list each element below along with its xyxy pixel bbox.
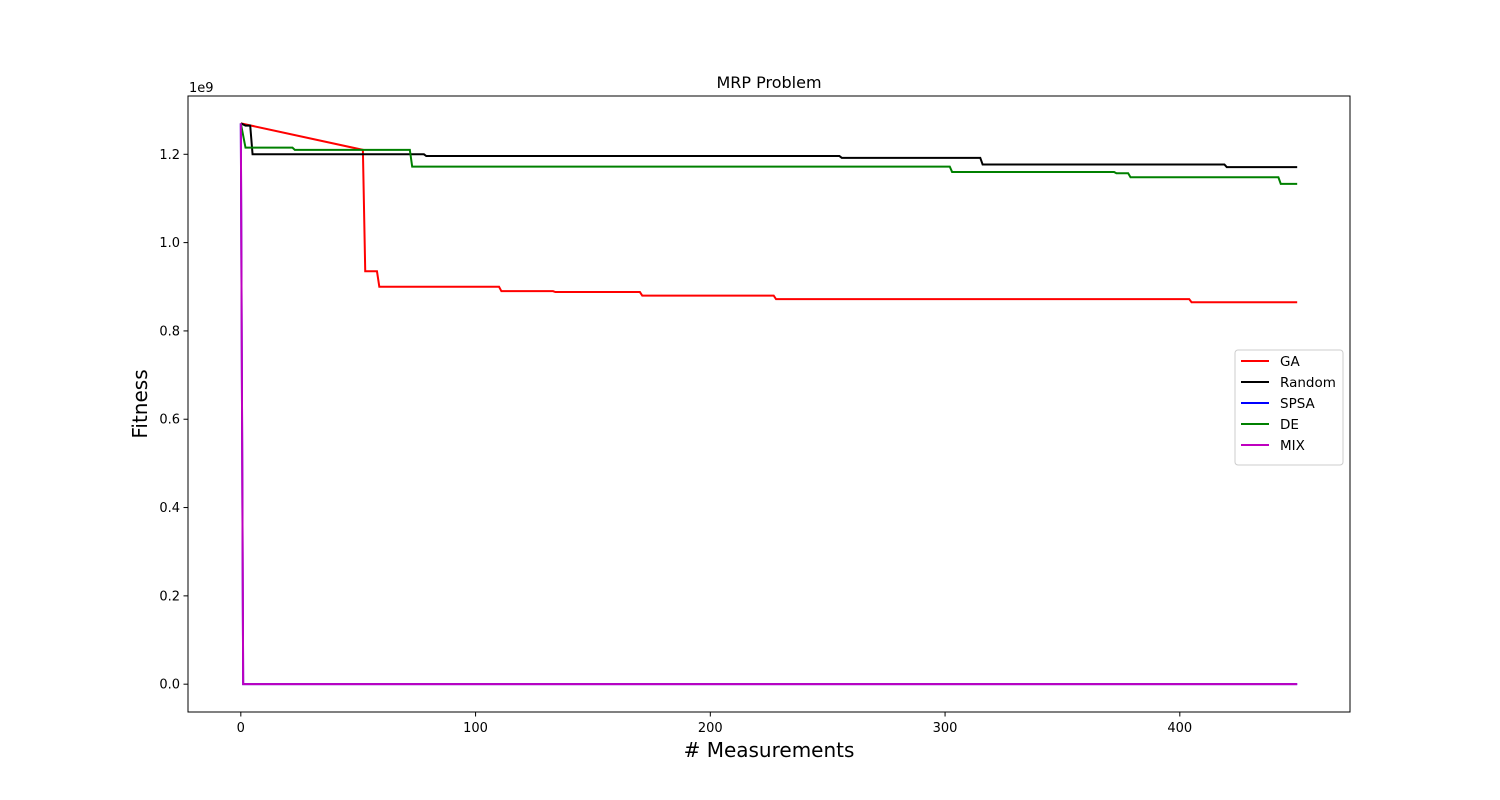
chart-title: MRP Problem	[716, 73, 821, 92]
legend-label-de: DE	[1280, 417, 1299, 433]
legend-label-random: Random	[1280, 375, 1336, 391]
y-tick-label: 0.0	[159, 678, 180, 693]
axes-frame	[187, 95, 1351, 713]
x-axis-label: # Measurements	[684, 738, 855, 762]
y-tick-label: 0.8	[159, 324, 180, 339]
x-tick-label: 100	[463, 721, 488, 736]
legend-label-ga: GA	[1280, 354, 1300, 370]
y-tick-label: 0.6	[159, 413, 180, 428]
y-tick-label: 1.2	[159, 148, 180, 163]
series-line-de	[239, 123, 1298, 185]
plot-area: 0 100 200 300 400 0.0 0.2 0.4 0.6 0.8 1.0 1.2	[159, 95, 1351, 736]
x-tick-label: 200	[698, 721, 723, 736]
y-offset-label: 1e9	[189, 81, 214, 96]
legend: GA Random SPSA DE MIX	[1234, 349, 1344, 466]
series-line-random	[240, 122, 1298, 169]
series-line-mix	[239, 123, 1298, 686]
y-tick-label: 0.2	[159, 589, 180, 604]
series-line-ga	[240, 122, 1298, 304]
legend-label-mix: MIX	[1280, 438, 1305, 454]
x-tick-label: 300	[933, 721, 958, 736]
series-line-spsa	[239, 123, 1298, 686]
legend-label-spsa: SPSA	[1280, 396, 1316, 412]
x-tick-label: 0	[237, 721, 245, 736]
y-tick-label: 1.0	[159, 236, 180, 251]
legend-box	[1234, 349, 1344, 466]
y-tick-label: 0.4	[159, 501, 180, 516]
x-tick-label: 400	[1167, 721, 1192, 736]
y-axis-label: Fitness	[128, 369, 152, 438]
